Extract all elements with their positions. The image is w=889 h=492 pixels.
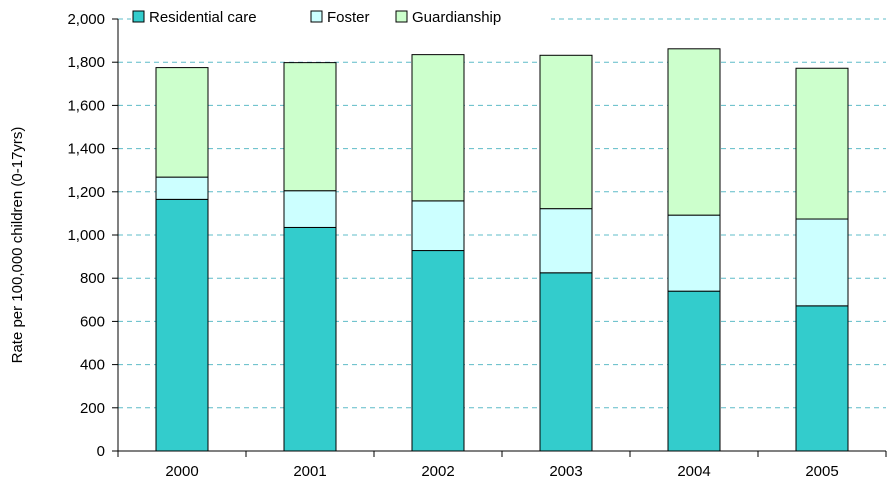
bar-residential-care-2004 [667, 290, 721, 452]
bar-guardianship-2002 [411, 54, 465, 202]
bar-foster-2000 [155, 176, 209, 200]
y-tick-label: 0 [97, 443, 105, 460]
bar-residential-care-2003 [539, 272, 593, 452]
y-tick-label: 2,000 [67, 11, 105, 28]
y-tick-label: 800 [80, 270, 105, 287]
x-tick-label: 2002 [421, 463, 454, 480]
legend-label: Foster [327, 9, 370, 26]
y-tick-label: 1,600 [67, 97, 105, 114]
bar-guardianship-2003 [539, 54, 593, 210]
legend-background [131, 4, 551, 28]
x-tick-label: 2001 [293, 463, 326, 480]
bar-guardianship-2000 [155, 67, 209, 178]
bar-guardianship-2005 [795, 67, 849, 220]
gridlines [118, 18, 886, 409]
bar-residential-care-2002 [411, 250, 465, 452]
legend: Residential care Foster Guardianship [131, 4, 551, 28]
bar-foster-2004 [667, 214, 721, 292]
legend-label: Guardianship [412, 9, 501, 26]
legend-swatch [132, 10, 145, 23]
y-tick-label: 1,400 [67, 141, 105, 158]
bar-guardianship-2001 [283, 62, 337, 192]
y-axis-title: Rate per 100,000 children (0-17yrs) [9, 127, 26, 364]
y-tick-label: 400 [80, 357, 105, 374]
bars [155, 48, 849, 452]
x-tick-label: 2000 [165, 463, 198, 480]
y-tick-label: 600 [80, 313, 105, 330]
y-tick-label: 200 [80, 400, 105, 417]
legend-swatch [395, 10, 408, 23]
y-axis-ticks: 0 200 400 600 800 1,000 1,200 1,400 1,600 1,800 2,… [67, 11, 118, 460]
bar-residential-care-2005 [795, 305, 849, 452]
y-tick-label: 1,800 [67, 54, 105, 71]
x-tick-label: 2003 [549, 463, 582, 480]
bar-foster-2003 [539, 208, 593, 274]
bar-residential-care-2000 [155, 198, 209, 452]
legend-label: Residential care [149, 9, 257, 26]
bar-residential-care-2001 [283, 226, 337, 452]
x-axis-ticks: 2000 2001 2002 2003 2004 2005 [117, 451, 887, 480]
y-tick-label: 1,000 [67, 227, 105, 244]
bar-foster-2001 [283, 190, 337, 228]
x-tick-label: 2004 [677, 463, 710, 480]
y-tick-label: 1,200 [67, 184, 105, 201]
x-tick-label: 2005 [805, 463, 838, 480]
bar-foster-2002 [411, 200, 465, 252]
bar-foster-2005 [795, 218, 849, 307]
legend-swatch [310, 10, 323, 23]
bar-guardianship-2004 [667, 48, 721, 216]
